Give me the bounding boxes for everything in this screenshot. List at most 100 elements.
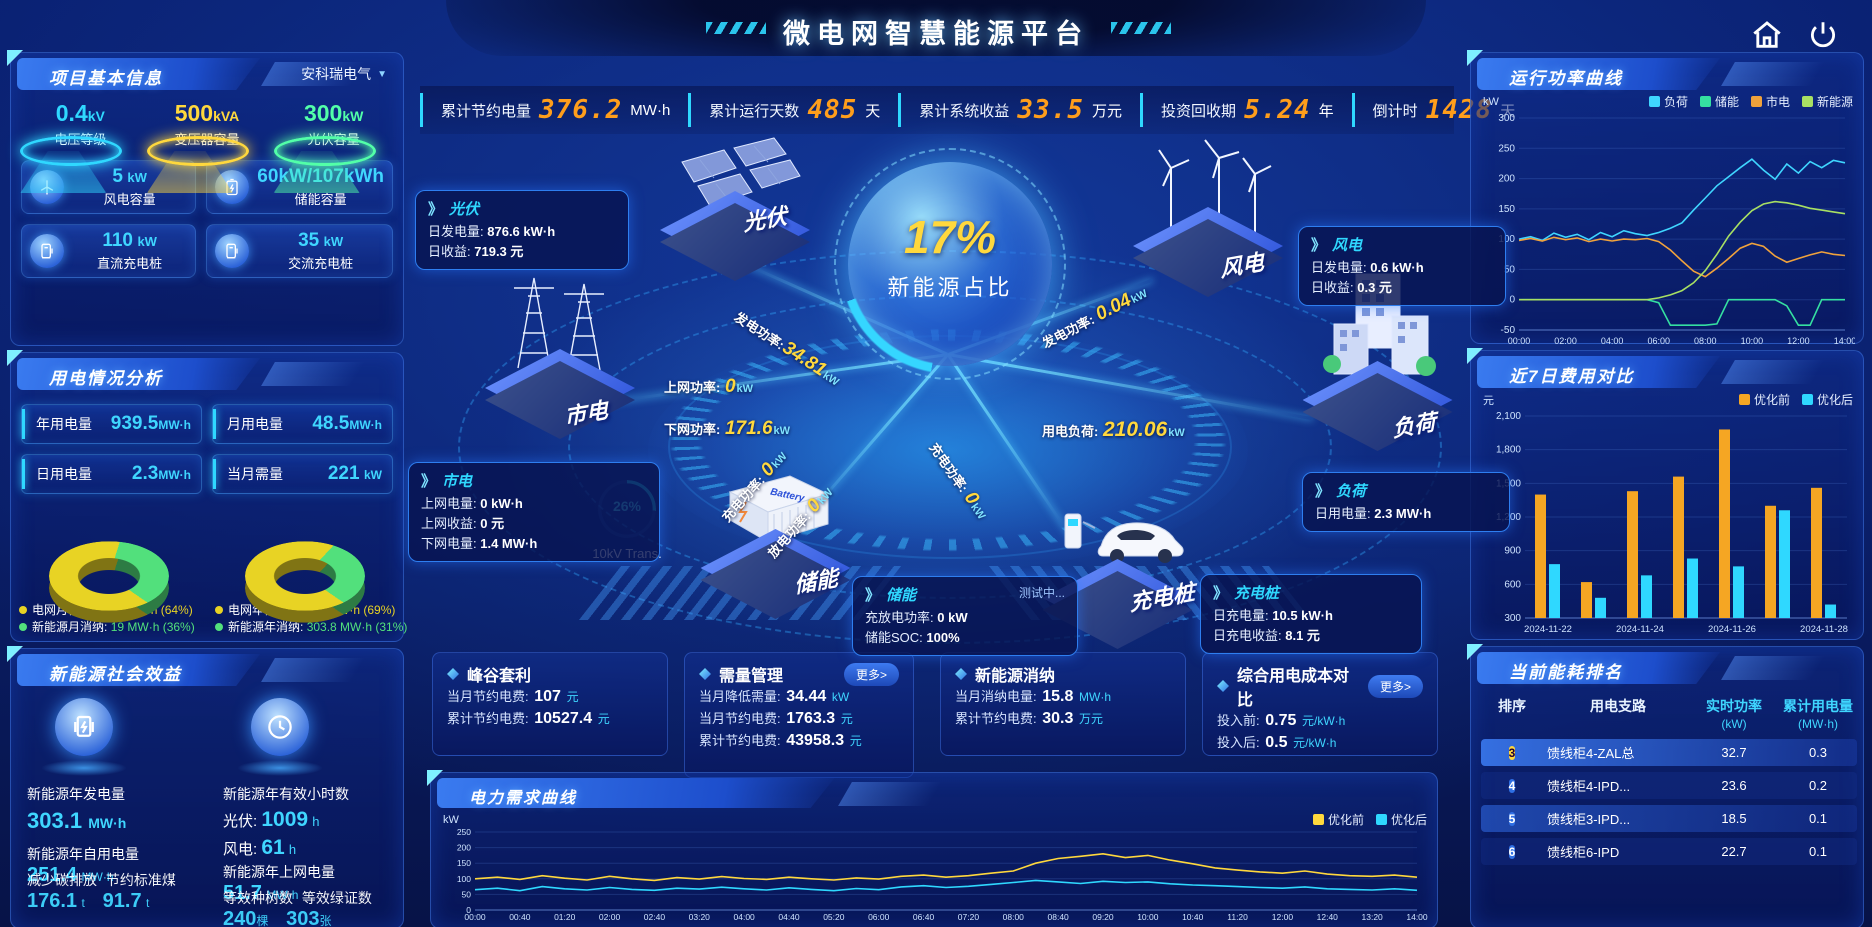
svg-text:13:20: 13:20 xyxy=(1362,912,1384,922)
transmission-tower-icon xyxy=(514,277,604,371)
panel-demand-curve: 电力需求曲线 kW 优化前 优化后 250 200 150 100 50 0 00:00 00… xyxy=(427,770,1438,927)
power-chart: 300 250 200 150 100 50 0 -50 00:00 02:00 04:00 06:0… xyxy=(1471,110,1863,348)
stat-month-usage: 月用电量 48.5MW·h xyxy=(212,404,393,444)
svg-text:12:00: 12:00 xyxy=(1787,336,1810,346)
svg-text:01:20: 01:20 xyxy=(554,912,576,922)
company-selector[interactable]: 安科瑞电气 ▼ xyxy=(301,66,387,82)
svg-text:11:20: 11:20 xyxy=(1227,912,1248,922)
panel-demand-mgmt: 需量管理 更多> 当月降低需量: 34.44 kW 当月节约电费: 1763.3… xyxy=(684,652,914,778)
stat-year-usage: 年用电量 939.5MW·h xyxy=(21,404,202,444)
table-row[interactable]: 3 馈线柜4-ZAL总 32.7 0.3 xyxy=(1481,739,1857,766)
legend-before[interactable]: 优化前 xyxy=(1738,391,1790,408)
svg-text:50: 50 xyxy=(1504,264,1516,275)
legend-storage[interactable]: 储能 xyxy=(1699,93,1739,110)
svg-text:10:00: 10:00 xyxy=(1137,912,1159,922)
svg-text:04:00: 04:00 xyxy=(1601,336,1624,346)
donut-year-mix: 电网年供电: 689.7 MW·h (69%) 新能源年消纳: 303.8 MW… xyxy=(215,508,407,636)
card-ac-charger: 35 kW 交流充电桩 xyxy=(206,224,393,278)
table-row[interactable]: 5 馈线柜3-IPD... 18.5 0.1 xyxy=(1481,805,1857,832)
node-load[interactable]: 负荷 xyxy=(1290,268,1465,451)
svg-text:00:00: 00:00 xyxy=(1508,336,1531,346)
more-button[interactable]: 更多> xyxy=(1367,674,1423,698)
renewable-share-value: 17% xyxy=(903,211,997,263)
svg-text:00:00: 00:00 xyxy=(464,912,486,922)
svg-text:50: 50 xyxy=(462,889,472,899)
cost-chart: 2,1001,8001,5001,2009006003002024-11-222… xyxy=(1471,408,1863,636)
panel-title: 用电情况分析 xyxy=(49,369,163,388)
svg-text:150: 150 xyxy=(1498,204,1515,215)
pedestal-transformer: 500kVA 变压器容量 xyxy=(146,100,267,193)
y-axis-unit: 元 xyxy=(1483,394,1494,407)
status-badge: 测试中... xyxy=(1018,586,1065,600)
legend-renewable-month: 新能源月消纳: 19 MW·h (36%) xyxy=(19,619,199,636)
kpi-run-days: 累计运行天数 485 天 xyxy=(688,93,898,127)
legend-renewable-year: 新能源年消纳: 303.8 MW·h (31%) xyxy=(215,619,407,636)
panel-cost-title: 综合用电成本对比 更多> xyxy=(1217,662,1423,710)
svg-text:10:00: 10:00 xyxy=(1741,336,1764,346)
panel-arbitrage-title: 峰谷套利 xyxy=(447,662,653,686)
legend-after[interactable]: 优化后 xyxy=(1375,811,1427,828)
svg-text:07:20: 07:20 xyxy=(958,912,980,922)
home-icon[interactable] xyxy=(1750,18,1784,52)
rank-badge: 5 xyxy=(1508,811,1516,826)
more-button[interactable]: 更多> xyxy=(843,662,899,686)
kpi-energy-saved: 累计节约电量 376.2 MW·h xyxy=(420,93,688,127)
solar-panel-icon xyxy=(681,137,801,207)
wind-turbine-icon xyxy=(1158,139,1272,232)
power-icon[interactable] xyxy=(1806,18,1840,52)
node-grid[interactable]: 市电 xyxy=(475,258,645,439)
arrow-icon: 》 xyxy=(1311,237,1327,254)
svg-text:06:00: 06:00 xyxy=(868,912,890,922)
arrow-icon: 》 xyxy=(1213,585,1229,602)
rank-badge: 4 xyxy=(1508,778,1516,793)
stat-day-usage: 日用电量 2.3MW·h xyxy=(21,454,202,494)
svg-text:14:00: 14:00 xyxy=(1406,912,1428,922)
table-row[interactable]: 4 馈线柜4-IPD... 23.6 0.2 xyxy=(1481,772,1857,799)
battery-container-icon xyxy=(728,475,829,543)
donut-month-mix: 电网月供电: 33.1 MW·h (64%) 新能源月消纳: 19 MW·h (… xyxy=(19,508,199,636)
svg-text:04:40: 04:40 xyxy=(778,912,800,922)
svg-text:2024-11-28: 2024-11-28 xyxy=(1800,624,1848,635)
svg-text:900: 900 xyxy=(1504,546,1521,557)
generation-icon xyxy=(55,698,113,756)
legend-before[interactable]: 优化前 xyxy=(1312,811,1364,828)
legend-grid[interactable]: 市电 xyxy=(1750,93,1790,110)
legend-renewable[interactable]: 新能源 xyxy=(1801,93,1853,110)
node-pv[interactable]: 光伏 xyxy=(650,128,820,281)
svg-text:0: 0 xyxy=(1509,295,1515,306)
card-dc-charger: 110 kW 直流充电桩 xyxy=(21,224,197,278)
panel-social-benefit: 新能源社会效益 新能源年发电量 303.1 MW·h 新能源年自用电量 251.… xyxy=(7,646,404,927)
svg-text:06:40: 06:40 xyxy=(913,912,935,922)
svg-text:600: 600 xyxy=(1504,579,1521,590)
svg-text:200: 200 xyxy=(1498,174,1515,185)
infobox-storage: 》储能 测试中... 充放电功率: 0 kW 储能SOC: 100% xyxy=(852,576,1078,656)
arrow-icon: 》 xyxy=(428,201,444,218)
legend-load[interactable]: 负荷 xyxy=(1648,93,1688,110)
node-wind[interactable]: 风电 xyxy=(1118,120,1298,297)
arrow-icon: 》 xyxy=(1315,483,1331,500)
panel-ranking: 当前能耗排名 排序 用电支路 实时功率 (kW) 累计用电量 (MW·h) 3 馈线… xyxy=(1467,644,1864,927)
table-row[interactable]: 6 馈线柜6-IPD 22.7 0.1 xyxy=(1481,838,1857,865)
ev-charger-icon xyxy=(1064,513,1184,563)
svg-text:2024-11-22: 2024-11-22 xyxy=(1524,624,1572,635)
legend-after[interactable]: 优化后 xyxy=(1801,391,1853,408)
arrow-icon: 》 xyxy=(421,473,437,490)
node-storage[interactable]: Battery 储能 xyxy=(688,468,863,619)
benefit-generation: 新能源年发电量 303.1 MW·h 新能源年自用电量 251.4 MW·h 减… xyxy=(13,698,205,927)
dc-charger-icon xyxy=(30,234,64,268)
panel-cost-compare: 综合用电成本对比 更多> 投入前: 0.75 元/kW·h 投入后: 0.5 元… xyxy=(1202,652,1438,756)
panel-consumption-title: 新能源消纳 xyxy=(955,662,1171,686)
clock-icon xyxy=(251,698,309,756)
svg-text:0: 0 xyxy=(466,905,471,915)
y-axis-unit: kW xyxy=(1483,95,1499,108)
panel-title: 近7日费用对比 xyxy=(1509,367,1635,386)
panel-title: 电力需求曲线 xyxy=(469,790,578,807)
svg-text:02:00: 02:00 xyxy=(1554,336,1577,346)
svg-text:12:00: 12:00 xyxy=(1272,912,1294,922)
rank-badge: 6 xyxy=(1508,844,1516,859)
svg-text:2024-11-26: 2024-11-26 xyxy=(1708,624,1756,635)
svg-text:100: 100 xyxy=(457,874,471,884)
svg-text:06:00: 06:00 xyxy=(1647,336,1670,346)
svg-text:08:00: 08:00 xyxy=(1003,912,1025,922)
panel-title: 新能源社会效益 xyxy=(49,665,182,684)
